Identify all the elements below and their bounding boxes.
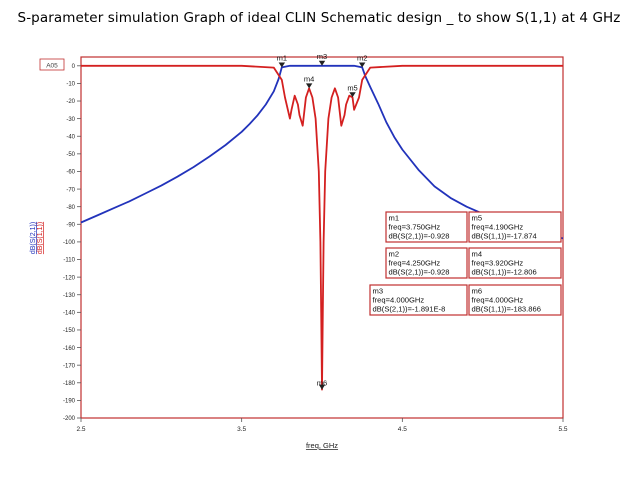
marker-box-line-m2: freq=4.250GHz [389, 258, 441, 267]
y-tick-label: -150 [63, 328, 76, 334]
marker-box-line-m6: dB(S(1,1))=-183.866 [472, 304, 541, 313]
marker-box-line-m4: freq=3.920GHz [472, 258, 524, 267]
x-tick-label: 3.5 [237, 426, 246, 433]
marker-label-m6: m6 [317, 379, 327, 388]
marker-box-m2 [385, 247, 468, 279]
marker-box-line-m5: freq=4.190GHz [472, 222, 524, 231]
y-tick-label: 0 [72, 64, 76, 70]
marker-box-line-m5: m5 [472, 213, 483, 222]
x-axis-label: freq, GHz [306, 441, 338, 450]
y-axis-label-s21: dB(S(2,1)) [30, 222, 37, 254]
y-tick-label: -180 [63, 381, 76, 387]
y-tick-label: -60 [66, 170, 75, 176]
marker-box-line-m6: freq=4.000GHz [472, 295, 524, 304]
corner-label-box [39, 58, 65, 71]
y-tick-label: -50 [66, 152, 75, 158]
marker-box-line-m3: freq=4.000GHz [373, 295, 425, 304]
y-tick-label: -80 [66, 205, 75, 211]
marker-label-m4: m4 [304, 74, 314, 83]
y-tick-label: -130 [63, 293, 76, 299]
marker-box-m6 [468, 284, 562, 316]
y-axis-label-s11: dB(S(1,1)) [37, 222, 44, 254]
marker-box-line-m1: dB(S(2,1))=-0.928 [389, 231, 450, 240]
y-tick-label: -70 [66, 187, 75, 193]
marker-box-line-m3: m3 [373, 286, 384, 295]
y-tick-label: -190 [63, 399, 76, 405]
x-tick-label: 2.5 [76, 426, 85, 433]
x-tick-label: 5.5 [558, 426, 567, 433]
chart-title: S-parameter simulation Graph of ideal CL… [17, 10, 621, 26]
y-tick-label: -20 [66, 99, 75, 105]
marker-box-m3 [369, 284, 468, 316]
x-tick-label: 4.5 [398, 426, 407, 433]
marker-m3 [318, 60, 326, 66]
marker-box-line-m5: dB(S(1,1))=-17.874 [472, 231, 537, 240]
y-tick-label: -90 [66, 222, 75, 228]
marker-box-line-m1: m1 [389, 213, 400, 222]
marker-m2 [358, 62, 366, 68]
marker-box-m4 [468, 247, 562, 279]
marker-box-m1 [385, 211, 468, 243]
y-tick-label: -30 [66, 117, 75, 123]
series-line-s11 [81, 64, 563, 391]
marker-box-line-m1: freq=3.750GHz [389, 222, 441, 231]
marker-label-m3: m3 [317, 52, 327, 61]
marker-box-line-m6: m6 [472, 286, 483, 295]
marker-label-m5: m5 [347, 83, 357, 92]
marker-m5 [349, 92, 356, 98]
marker-box-line-m4: dB(S(1,1))=-12.806 [472, 267, 537, 276]
y-tick-label: -110 [63, 258, 75, 264]
corner-label: A05 [46, 63, 58, 70]
y-tick-label: -140 [63, 311, 76, 317]
y-tick-label: -170 [63, 363, 76, 369]
marker-box-line-m3: dB(S(2,1))=-1.891E-8 [373, 304, 446, 313]
marker-label-m1: m1 [277, 53, 287, 62]
marker-m1 [278, 62, 286, 68]
y-tick-label: -40 [66, 134, 75, 140]
marker-m4 [305, 83, 313, 89]
y-tick-label: -120 [63, 275, 76, 281]
marker-m6 [318, 384, 326, 390]
marker-box-line-m2: dB(S(2,1))=-0.928 [389, 267, 450, 276]
y-tick-label: -100 [63, 240, 76, 246]
marker-label-m2: m2 [357, 53, 367, 62]
marker-box-line-m4: m4 [472, 249, 483, 258]
marker-box-line-m2: m2 [389, 249, 400, 258]
marker-box-m5 [468, 211, 562, 243]
y-tick-label: -200 [63, 416, 76, 422]
y-tick-label: -160 [63, 346, 76, 352]
y-tick-label: -10 [66, 82, 75, 88]
